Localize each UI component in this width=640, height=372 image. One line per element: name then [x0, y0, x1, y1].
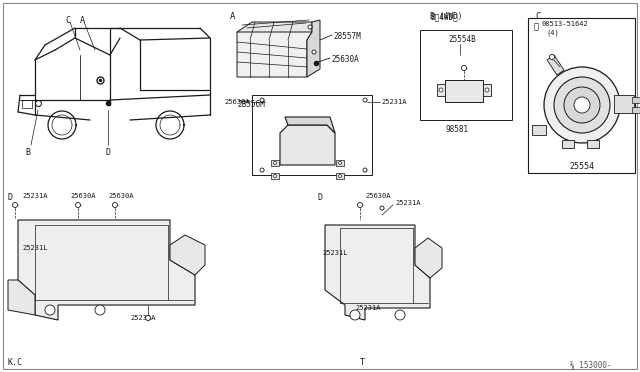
Circle shape — [554, 77, 610, 133]
Bar — [614, 95, 634, 113]
Text: 28557M: 28557M — [333, 32, 361, 41]
Bar — [632, 107, 640, 113]
Text: B (4WD): B (4WD) — [430, 12, 462, 21]
Text: 25630A: 25630A — [108, 193, 134, 199]
Bar — [336, 173, 344, 179]
Circle shape — [45, 305, 55, 315]
Circle shape — [439, 88, 443, 92]
Text: T: T — [360, 358, 365, 367]
Text: C: C — [535, 12, 540, 21]
Polygon shape — [8, 280, 35, 315]
Circle shape — [339, 161, 342, 164]
Text: 25231A: 25231A — [355, 305, 381, 311]
Polygon shape — [237, 32, 312, 77]
Polygon shape — [285, 117, 335, 133]
Circle shape — [395, 310, 405, 320]
Text: D: D — [106, 148, 111, 157]
Bar — [562, 140, 574, 148]
Circle shape — [113, 202, 118, 208]
Bar — [528, 18, 635, 173]
Text: D: D — [318, 193, 323, 202]
Circle shape — [358, 202, 362, 208]
Circle shape — [485, 88, 489, 92]
Text: Ⓢ: Ⓢ — [534, 22, 539, 31]
Circle shape — [273, 174, 276, 177]
Text: B: B — [26, 148, 31, 157]
Text: 25630A: 25630A — [70, 193, 95, 199]
Circle shape — [544, 67, 620, 143]
Text: 25231A: 25231A — [381, 99, 406, 105]
Text: Bて4WDで: Bて4WDで — [430, 12, 458, 21]
Text: 25554B: 25554B — [448, 35, 476, 44]
Circle shape — [76, 202, 81, 208]
Polygon shape — [237, 22, 312, 40]
Text: ⅜ 153000-: ⅜ 153000- — [570, 360, 612, 369]
Circle shape — [564, 87, 600, 123]
Bar — [336, 160, 344, 166]
Text: 25231L: 25231L — [322, 250, 348, 256]
Circle shape — [461, 65, 467, 71]
Polygon shape — [547, 55, 564, 75]
Bar — [271, 160, 279, 166]
Text: (4): (4) — [547, 29, 560, 35]
Polygon shape — [18, 220, 195, 320]
Circle shape — [574, 97, 590, 113]
Polygon shape — [170, 235, 205, 275]
Bar — [22, 100, 32, 108]
Text: A: A — [79, 16, 84, 25]
Text: 25630A: 25630A — [224, 99, 250, 105]
Text: K.C: K.C — [8, 358, 23, 367]
Bar — [420, 30, 512, 120]
Circle shape — [260, 98, 264, 102]
Bar — [483, 84, 491, 96]
Circle shape — [308, 25, 312, 29]
Text: 25554: 25554 — [570, 162, 595, 171]
Circle shape — [350, 310, 360, 320]
Circle shape — [380, 206, 384, 210]
Text: 25630A: 25630A — [365, 193, 390, 199]
Text: C: C — [65, 16, 70, 25]
Circle shape — [273, 161, 276, 164]
Circle shape — [550, 55, 554, 60]
Text: A: A — [230, 12, 236, 21]
Circle shape — [145, 315, 150, 321]
Polygon shape — [280, 125, 335, 165]
Circle shape — [260, 168, 264, 172]
Bar — [632, 97, 640, 103]
Polygon shape — [325, 225, 430, 320]
Circle shape — [339, 174, 342, 177]
Text: 25231A: 25231A — [22, 193, 47, 199]
Bar — [532, 125, 546, 135]
Bar — [271, 173, 279, 179]
Text: 25630A: 25630A — [331, 55, 359, 64]
Bar — [445, 80, 483, 102]
Text: 25231A: 25231A — [395, 200, 420, 206]
Polygon shape — [415, 238, 442, 278]
Text: D: D — [8, 193, 13, 202]
Text: 98581: 98581 — [445, 125, 468, 134]
Bar — [437, 84, 445, 96]
Bar — [587, 140, 599, 148]
Text: 28556M: 28556M — [237, 100, 265, 109]
Text: 25231L: 25231L — [22, 245, 47, 251]
Text: 08513-51642: 08513-51642 — [542, 21, 589, 27]
Polygon shape — [307, 20, 320, 77]
Text: 25231A: 25231A — [130, 315, 156, 321]
Bar — [252, 95, 372, 175]
Circle shape — [13, 202, 17, 208]
Circle shape — [363, 168, 367, 172]
Circle shape — [312, 50, 316, 54]
Circle shape — [95, 305, 105, 315]
Circle shape — [363, 98, 367, 102]
